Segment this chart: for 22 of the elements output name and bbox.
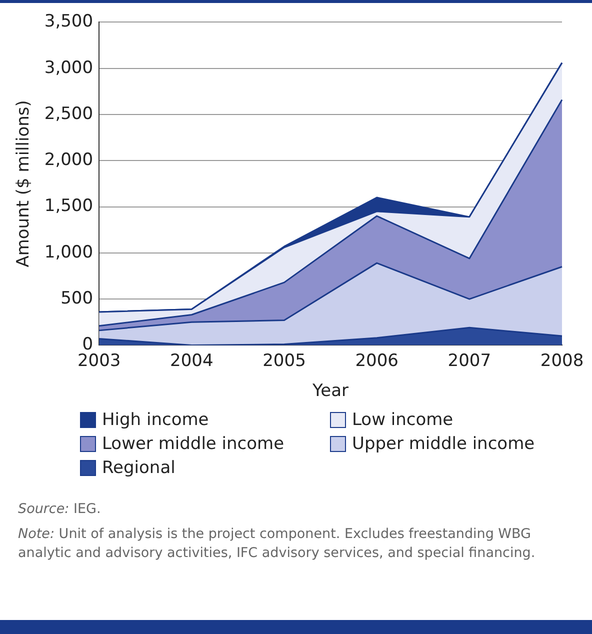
legend-label: Upper middle income [352,434,535,454]
y-tick-label: 1,000 [44,242,94,262]
legend-label: Low income [352,410,454,430]
x-tick-label: 2006 [355,350,398,371]
x-tick-label: 2005 [262,350,306,371]
y-tick-label: 2,500 [44,104,94,124]
legend-label: Lower middle income [102,434,284,454]
source-note: Source: IEG. [18,500,102,519]
x-tick-label: 2003 [77,350,121,371]
y-axis-title: Amount ($ millions) [14,100,34,268]
y-tick-label: 3,500 [44,12,94,32]
legend-label: Regional [102,458,176,478]
y-tick-label: 500 [60,288,94,308]
x-tick-label: 2004 [170,350,214,371]
y-tick-label: 3,000 [44,58,94,78]
text: Note: Unit of analysis is the project component. Excludes freestanding WBG analytic and advisory activities, IFC advisory services, and special financing. [18,525,536,563]
x-tick-label: 2007 [448,350,492,371]
y-tick-label: 1,500 [44,196,94,216]
y-tick-label: 2,000 [44,150,94,170]
x-tick-label: 2008 [540,350,584,371]
legend-label: High income [102,410,209,430]
x-axis-title: Year [312,381,349,402]
